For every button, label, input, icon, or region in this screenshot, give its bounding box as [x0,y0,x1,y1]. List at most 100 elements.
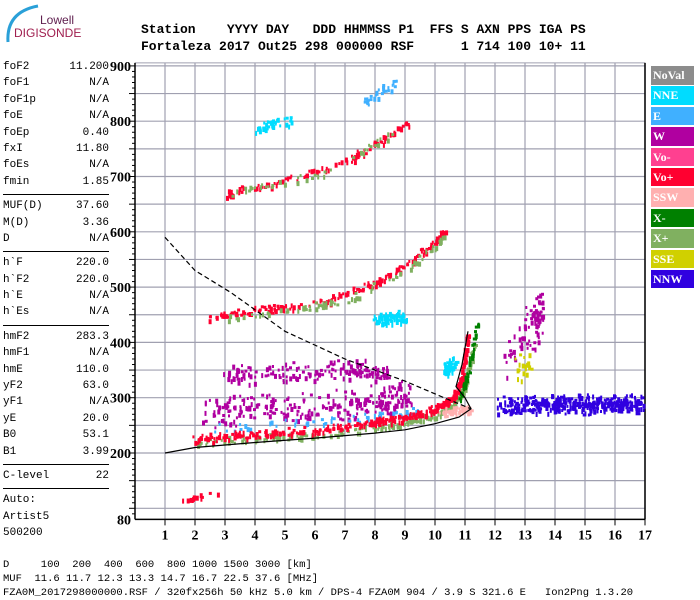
legend-item-noval: NoVal [651,66,694,85]
echo-point [357,151,361,155]
echo-point [313,379,317,385]
echo-point [332,294,335,300]
echo-point [374,369,377,375]
echo-point [204,400,207,406]
echo-point [399,128,402,132]
echo-point [453,396,456,401]
echo-point [539,293,543,299]
param-name: fmin [3,175,30,188]
echo-point [205,435,208,439]
echo-point [541,315,544,318]
echo-point [358,369,362,372]
echo-point [381,403,384,407]
echo-point [284,177,288,181]
echo-point [299,414,302,420]
echo-point [535,326,538,330]
echo-point [365,373,369,379]
echo-point [348,377,352,383]
echo-point [240,370,244,374]
echo-point [461,376,464,382]
echo-point [274,309,278,315]
echo-point [401,420,404,426]
echo-point [332,398,335,404]
echo-point [351,389,354,395]
echo-point [454,408,457,412]
echo-point [588,407,591,411]
param-value: N/A [89,347,109,360]
echo-point [414,257,417,263]
echo-point [465,342,468,346]
echo-point [523,365,527,369]
echo-point [310,169,313,175]
echo-point [311,177,314,180]
echo-point [380,278,384,284]
echo-point [270,120,274,124]
echo-point [508,353,512,357]
echo-point [192,435,195,439]
echo-point [622,401,626,407]
echo-point [227,319,231,325]
echo-point [393,79,397,83]
legend-item-voplus: Vo+ [651,167,694,187]
y-tick-label: 80 [117,513,131,528]
echo-point [288,403,292,407]
echo-point [557,408,561,414]
echo-point [425,409,428,415]
echo-point [368,400,372,403]
param-value: 110.0 [75,363,109,376]
echo-point [580,396,584,401]
echo-point [531,312,534,318]
echo-point [274,373,277,379]
echo-point [308,372,312,378]
echo-point [558,400,562,404]
echo-point [306,421,310,427]
echo-point [522,403,526,407]
echo-point [463,366,466,370]
echo-point [443,233,447,237]
echo-point [243,377,246,381]
echo-point [597,407,599,411]
echo-point [263,305,267,309]
echo-point [333,302,336,306]
echo-point [444,402,448,406]
echo-point [322,423,325,428]
echo-point [418,261,422,267]
echo-point [541,300,545,306]
echo-point [367,103,370,107]
echo-point [348,373,351,376]
echo-point [293,306,296,310]
echo-point [572,405,576,411]
echo-point [375,419,379,423]
echo-point [269,409,273,413]
echo-point [302,398,306,402]
echo-point [509,355,512,359]
echo-point [378,400,381,406]
echo-point [539,310,543,314]
echo-point [409,267,413,273]
echo-point [223,372,226,378]
echo-point [631,393,633,399]
echo-point [363,404,367,407]
echo-point [531,403,533,406]
echo-point [398,382,402,388]
echo-point [334,162,338,168]
echo-point [497,412,501,418]
echo-point [523,409,527,413]
separator [3,194,109,196]
param-row: hmF2 283.3 [3,329,109,345]
autoscale-info: Auto: [3,494,37,507]
echo-point [460,409,464,413]
echo-point [246,437,249,443]
echo-point [357,365,359,369]
echo-point [579,393,582,397]
echo-point [556,398,559,401]
echo-point [334,369,337,373]
echo-point [476,344,478,347]
echo-point [385,368,388,372]
echo-point [439,405,442,409]
echo-point [309,305,312,309]
echo-point [524,368,527,372]
echo-point [279,305,283,308]
echo-point [347,293,350,297]
echo-point [269,307,272,313]
